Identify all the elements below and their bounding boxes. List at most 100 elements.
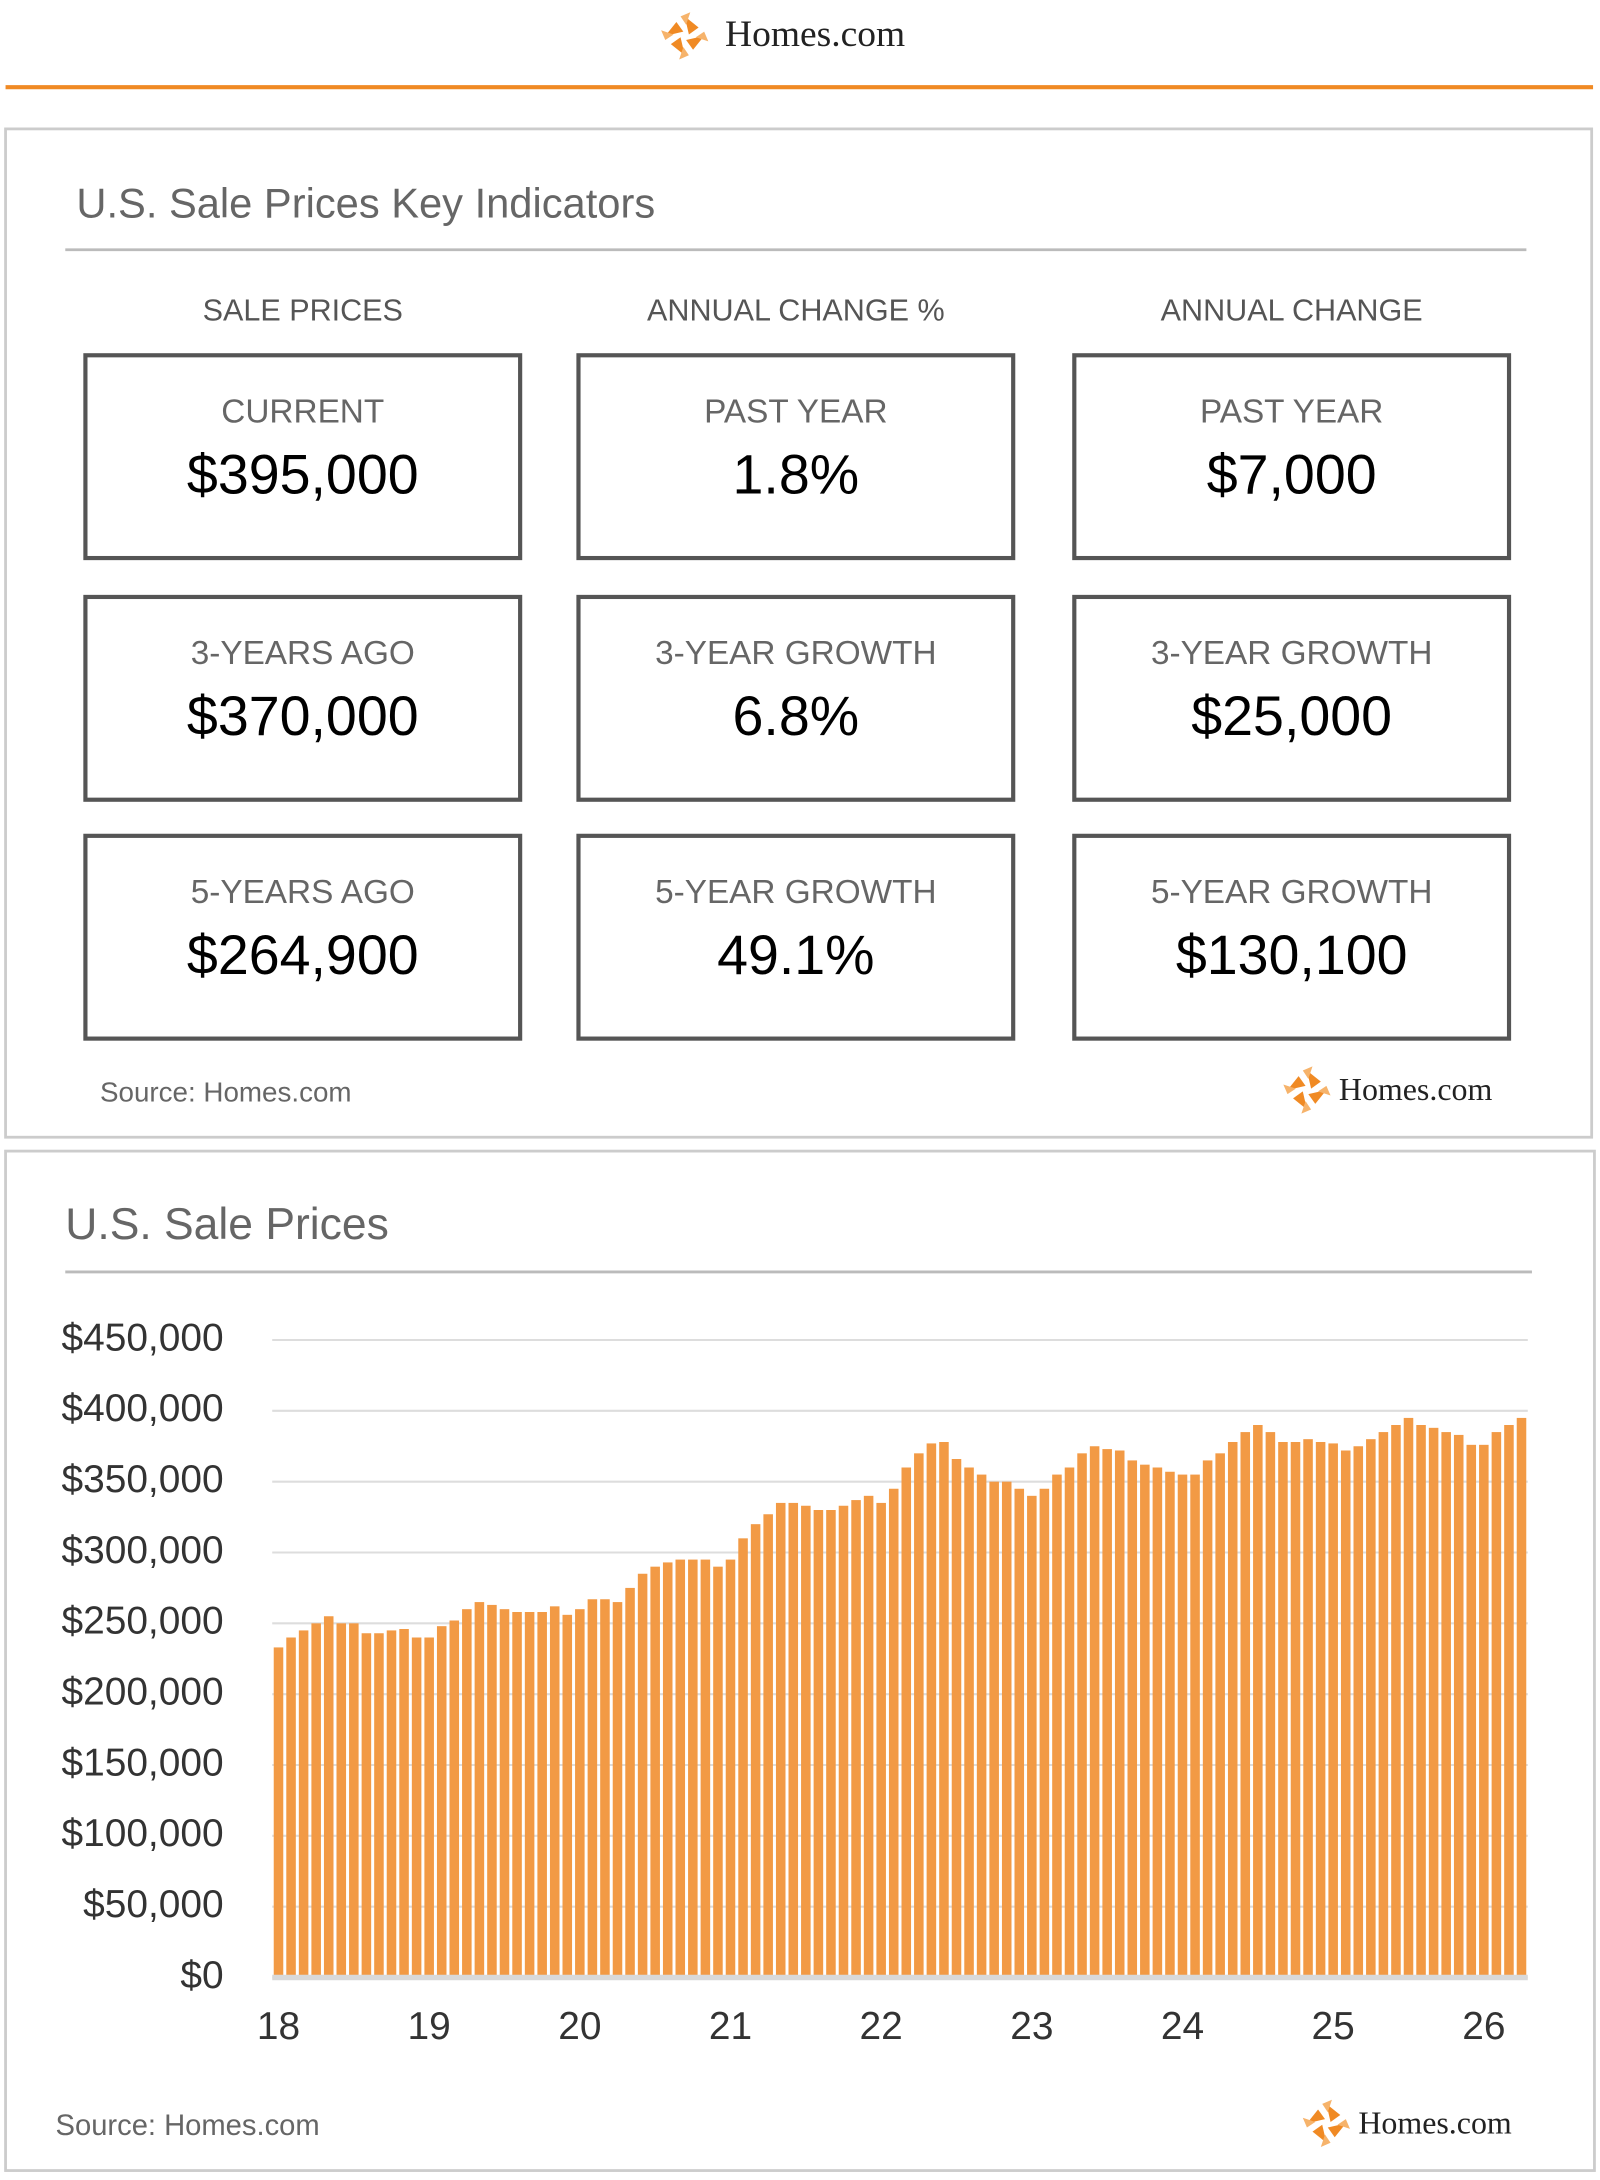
bar — [612, 1602, 623, 1978]
y-tick-label: $250,000 — [61, 1600, 223, 1643]
column-heading: ANNUAL CHANGE — [1161, 293, 1423, 327]
bar — [1328, 1443, 1338, 1978]
bar — [1102, 1449, 1112, 1978]
bar — [273, 1647, 284, 1978]
bar — [399, 1629, 409, 1978]
indicator-grid: SALE PRICES CURRENT $395,000 3-YEARS AGO $37… — [83, 293, 1512, 1041]
bar — [851, 1500, 861, 1978]
bar — [750, 1524, 761, 1978]
bar — [1303, 1439, 1313, 1978]
indicators-title: U.S. Sale Prices Key Indicators — [76, 180, 655, 227]
bar — [1202, 1460, 1213, 1978]
indicator-value: $25,000 — [1191, 685, 1392, 747]
bar — [512, 1612, 522, 1978]
bar — [1240, 1432, 1251, 1978]
x-tick-label: 20 — [558, 2005, 601, 2048]
header-logo: Homes.com — [725, 14, 905, 55]
bar — [1516, 1417, 1527, 1978]
y-tick-label: $0 — [180, 1954, 223, 1997]
indicator-box — [1072, 594, 1512, 802]
indicator-label: 5-YEARS AGO — [191, 874, 415, 911]
bar — [1127, 1460, 1138, 1978]
indicator-value: $395,000 — [187, 444, 419, 506]
bar — [1253, 1424, 1263, 1978]
bar — [939, 1441, 949, 1978]
bar — [625, 1587, 635, 1978]
bar — [1403, 1417, 1414, 1978]
x-tick-label: 26 — [1462, 2005, 1505, 2048]
x-tick-label: 22 — [860, 2005, 903, 2048]
indicator-value: $264,900 — [187, 924, 419, 986]
bar — [976, 1474, 987, 1978]
bar — [964, 1467, 974, 1978]
chart-title: U.S. Sale Prices — [65, 1200, 389, 1249]
indicator-value: 49.1% — [717, 924, 875, 986]
indicator-label: PAST YEAR — [704, 393, 887, 430]
bar — [298, 1630, 309, 1978]
bar — [474, 1602, 485, 1978]
indicator-label: CURRENT — [221, 393, 384, 430]
bar — [449, 1620, 460, 1978]
bar — [537, 1612, 547, 1978]
bar — [1504, 1424, 1514, 1978]
source-note: Source: Homes.com — [100, 1076, 352, 1107]
footer-logo: Homes.com — [1358, 2105, 1512, 2140]
indicators-panel — [4, 127, 1594, 1139]
bar — [1089, 1446, 1100, 1978]
indicator-box — [576, 833, 1016, 1041]
bar — [1290, 1441, 1301, 1978]
logo-icon — [661, 12, 709, 60]
chart-panel — [4, 1149, 1596, 2172]
bar — [1479, 1444, 1489, 1978]
bar — [499, 1609, 510, 1978]
bar — [436, 1626, 447, 1978]
bar — [286, 1637, 296, 1978]
bar — [587, 1599, 598, 1978]
bar — [1064, 1467, 1075, 1978]
indicator-label: 5-YEAR GROWTH — [655, 874, 936, 911]
bar — [1190, 1474, 1200, 1978]
bar — [1416, 1424, 1426, 1978]
bar — [1114, 1450, 1125, 1978]
bar — [888, 1488, 899, 1978]
bar — [323, 1616, 334, 1978]
bar — [1391, 1424, 1401, 1978]
bar — [1027, 1495, 1037, 1978]
indicator-label: PAST YEAR — [1200, 393, 1383, 430]
bar — [813, 1510, 824, 1978]
bar — [575, 1609, 585, 1978]
indicator-label: 5-YEAR GROWTH — [1151, 874, 1432, 911]
plot-area: $0 $50,000 $100,000 $150,000 $200,000 $250,00… — [61, 1316, 1528, 2048]
indicator-value: 6.8% — [733, 685, 860, 747]
bar — [374, 1633, 384, 1978]
indicator-value: $130,100 — [1176, 924, 1408, 986]
bar — [1466, 1444, 1477, 1978]
bar — [1340, 1450, 1351, 1978]
indicator-value: 1.8% — [733, 444, 860, 506]
y-tick-label: $200,000 — [61, 1670, 223, 1713]
x-tick-label: 18 — [257, 2005, 300, 2048]
column-heading: SALE PRICES — [203, 293, 403, 327]
bar — [424, 1637, 434, 1978]
bar — [901, 1467, 912, 1978]
bar — [650, 1566, 660, 1978]
indicator-box — [83, 353, 523, 561]
bar — [361, 1633, 372, 1978]
y-tick-label: $400,000 — [61, 1387, 223, 1430]
indicator-box — [576, 353, 1016, 561]
y-tick-label: $450,000 — [61, 1316, 223, 1359]
indicator-label: 3-YEARS AGO — [191, 635, 415, 672]
bar — [863, 1495, 874, 1978]
x-tick-label: 21 — [709, 2005, 752, 2048]
bar — [1177, 1474, 1188, 1978]
bar — [738, 1538, 748, 1978]
y-tick-label: $150,000 — [61, 1741, 223, 1784]
bar — [775, 1502, 786, 1978]
indicator-value: $7,000 — [1207, 444, 1377, 506]
bar — [1441, 1432, 1451, 1978]
bar — [1278, 1441, 1288, 1978]
bar — [1152, 1467, 1163, 1978]
bar — [1265, 1432, 1276, 1978]
